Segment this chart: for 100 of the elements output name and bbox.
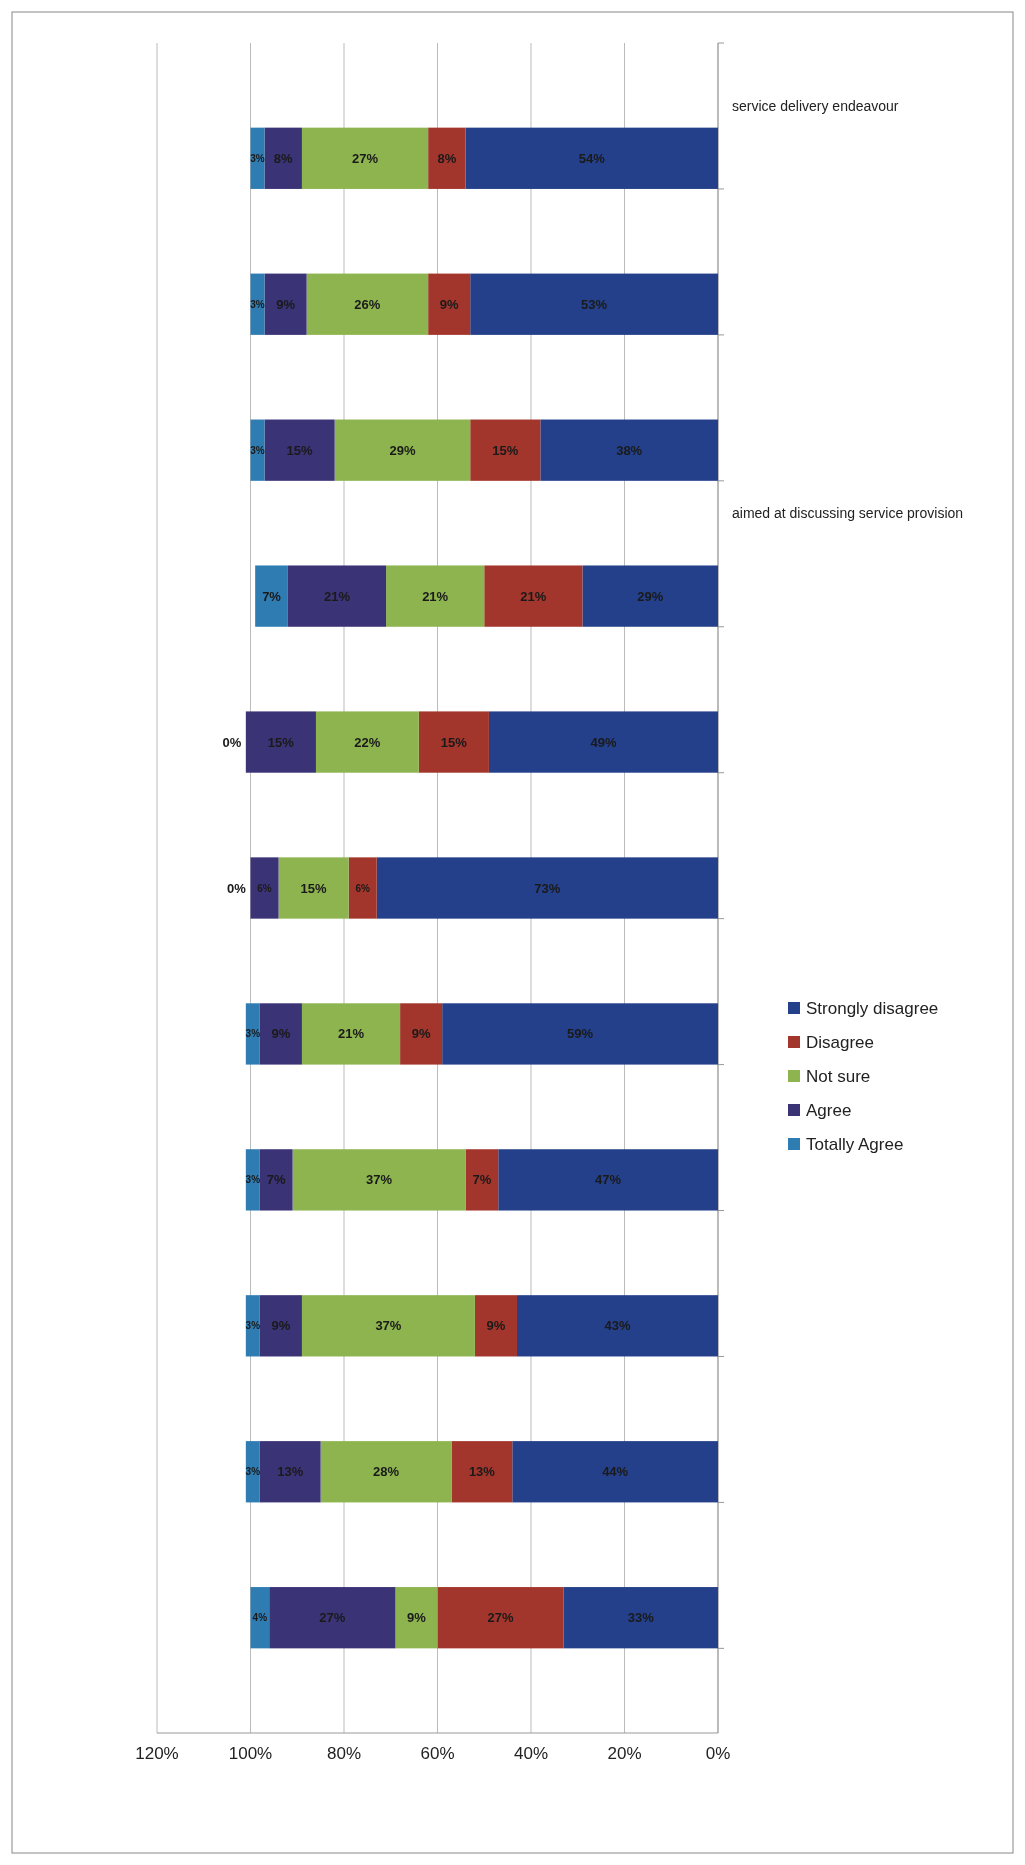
text: service delivery endeavour [732, 97, 899, 114]
x-tick-label: 100% [228, 1744, 273, 1763]
bar [400, 1003, 443, 1065]
data-label: 8% [437, 150, 457, 166]
bar [334, 419, 471, 481]
bar [315, 711, 419, 773]
data-label: 3% [245, 1028, 261, 1040]
data-label: 7% [266, 1172, 287, 1188]
data-label: 3% [250, 444, 265, 456]
bar [465, 127, 718, 189]
data-label: 27% [352, 150, 379, 166]
data-label: 3% [245, 1466, 261, 1478]
bar [418, 711, 489, 773]
data-label: 37% [375, 1318, 402, 1334]
bar [512, 1441, 718, 1503]
bar [470, 419, 541, 481]
data-label: 43% [604, 1318, 631, 1334]
data-label: 9% [276, 296, 296, 312]
data-label: 9% [271, 1026, 291, 1042]
legend-label: Disagree [806, 1032, 875, 1052]
data-label: 7% [472, 1172, 492, 1188]
bar [376, 857, 718, 919]
data-label: 3% [245, 1174, 261, 1186]
data-label: 0% [222, 734, 242, 750]
text: aimed at discussing service provision [732, 504, 964, 521]
data-label: 21% [338, 1026, 365, 1042]
data-label: 15% [286, 442, 314, 458]
data-label: 47% [595, 1172, 622, 1188]
data-label: 0% [227, 880, 247, 896]
bar [306, 273, 429, 335]
bar [386, 565, 485, 627]
data-label: 21% [422, 588, 449, 604]
data-label: 9% [439, 296, 460, 312]
bar [259, 1003, 302, 1065]
data-label: 22% [354, 734, 381, 750]
bar [287, 565, 387, 627]
bar [245, 1149, 260, 1211]
bar [259, 1149, 293, 1211]
data-label: 37% [366, 1172, 393, 1188]
legend-label: Totally Agree [806, 1134, 904, 1154]
bar [264, 127, 302, 189]
data-label: 8% [273, 150, 294, 166]
data-label: 21% [520, 588, 547, 604]
data-label: 4% [252, 1612, 268, 1624]
bar [428, 127, 466, 189]
bar [301, 1003, 401, 1065]
bar [474, 1295, 517, 1357]
data-label: 6% [355, 882, 371, 894]
bar [488, 711, 718, 773]
bar [259, 1295, 302, 1357]
data-label: 44% [602, 1464, 629, 1480]
data-label: 29% [389, 442, 416, 458]
data-label: 3% [250, 152, 265, 164]
data-label: 73% [534, 880, 561, 896]
x-tick-label: 40% [513, 1744, 549, 1763]
bar [428, 273, 471, 335]
data-label: 28% [373, 1464, 400, 1480]
x-tick-label: 60% [420, 1744, 455, 1763]
x-tick-label: 0% [705, 1744, 731, 1763]
bar [451, 1441, 513, 1503]
data-label: 27% [319, 1610, 346, 1626]
data-label: 9% [407, 1610, 427, 1626]
bar [245, 711, 316, 773]
data-label: 13% [468, 1464, 496, 1480]
data-label: 26% [354, 296, 381, 312]
bar [582, 565, 718, 627]
data-label: 15% [440, 734, 468, 750]
data-label: 9% [486, 1318, 506, 1334]
data-label: 38% [616, 442, 643, 458]
legend-label: Not sure [806, 1066, 871, 1086]
legend-label: Agree [806, 1100, 852, 1120]
bar [255, 565, 288, 627]
bar [465, 1149, 499, 1211]
bar [250, 857, 279, 919]
data-label: 33% [627, 1610, 655, 1626]
data-label: 54% [578, 150, 606, 166]
data-label: 15% [267, 734, 295, 750]
bar [395, 1587, 438, 1649]
bar [292, 1149, 466, 1211]
data-label: 6% [257, 882, 272, 894]
x-tick-label: 20% [607, 1744, 642, 1763]
bar [516, 1295, 718, 1357]
data-label: 3% [250, 298, 265, 310]
data-label: 7% [262, 588, 282, 604]
bar [301, 1295, 475, 1357]
data-label: 13% [277, 1464, 304, 1480]
data-label: 49% [590, 734, 617, 750]
bar [563, 1587, 718, 1649]
bar [498, 1149, 718, 1211]
data-label: 3% [245, 1320, 261, 1332]
bar [301, 127, 429, 189]
data-label: 9% [271, 1318, 291, 1334]
legend-label: Strongly disagree [806, 998, 939, 1018]
bar [264, 273, 307, 335]
bar [442, 1003, 718, 1065]
data-label: 15% [300, 880, 328, 896]
bar [470, 273, 718, 335]
bar [259, 1441, 321, 1503]
bar [264, 419, 335, 481]
bar [348, 857, 377, 919]
